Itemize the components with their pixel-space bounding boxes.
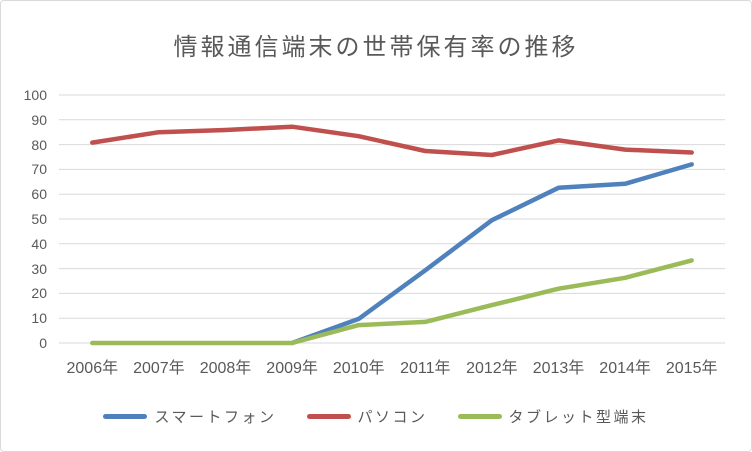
- legend-label: パソコン: [357, 408, 428, 426]
- legend-item-pc[interactable]: パソコン: [306, 406, 428, 427]
- y-axis-tick-label: 90: [31, 111, 47, 128]
- x-axis-tick-label: 2006年: [66, 360, 119, 377]
- x-axis-tick-label: 2007年: [133, 360, 185, 377]
- y-axis-tick-label: 60: [31, 186, 47, 203]
- y-axis-tick-label: 20: [31, 285, 47, 302]
- x-axis-tick-label: 2012年: [466, 360, 518, 377]
- y-axis-tick-label: 80: [31, 136, 47, 153]
- y-axis-tick-label: 70: [31, 161, 47, 178]
- series-line-smartphone[interactable]: [289, 162, 694, 346]
- legend-item-tablet[interactable]: タブレット型端末: [457, 406, 649, 427]
- legend-label: タブレット型端末: [508, 408, 649, 426]
- legend-label: スマートフォン: [154, 408, 277, 426]
- x-axis-tick-label: 2013年: [532, 360, 585, 377]
- y-axis-tick-label: 0: [39, 335, 47, 351]
- x-axis-tick-label: 2010年: [332, 360, 385, 377]
- legend-marker-smartphone: [103, 413, 148, 419]
- y-axis-tick-label: 100: [23, 87, 47, 103]
- legend: スマートフォン パソコン タブレット型端末: [1, 402, 751, 430]
- legend-item-smartphone[interactable]: スマートフォン: [103, 406, 276, 427]
- x-axis-tick-label: 2015年: [665, 360, 718, 377]
- x-axis-tick-label: 2011年: [400, 360, 451, 377]
- series-line-tablet[interactable]: [90, 258, 694, 346]
- y-axis-tick-label: 10: [31, 310, 47, 327]
- y-axis-tick-label: 40: [31, 235, 47, 252]
- x-axis-tick-label: 2008年: [199, 360, 252, 377]
- x-axis-tick-label: 2009年: [266, 360, 318, 377]
- x-axis-tick-label: 2014年: [599, 360, 651, 377]
- series-line-pc[interactable]: [90, 124, 694, 158]
- legend-marker-tablet: [457, 413, 502, 419]
- chart-title: 情報通信端末の世帯保有率の推移: [173, 34, 579, 61]
- y-axis-tick-label: 50: [31, 211, 47, 227]
- legend-marker-pc: [306, 413, 351, 419]
- y-axis-tick-label: 30: [31, 260, 47, 277]
